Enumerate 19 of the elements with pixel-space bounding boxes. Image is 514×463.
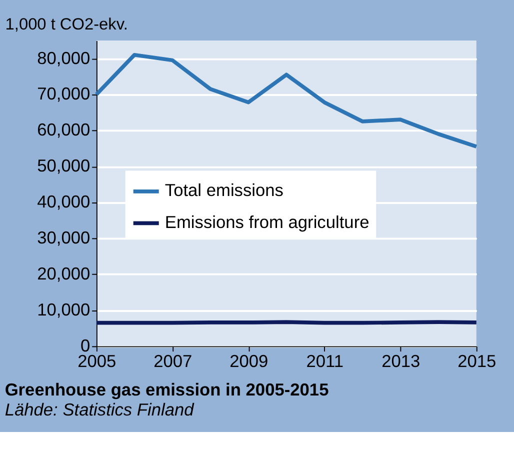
line-series: [94, 52, 478, 149]
y-tick-label: 20,000: [37, 264, 90, 284]
x-tick-label: 2015: [458, 350, 496, 371]
y-tick-label: 50,000: [37, 156, 90, 176]
x-tick-label: 2007: [154, 350, 192, 371]
x-tick-label: 2009: [230, 350, 268, 371]
y-tick-label: 80,000: [37, 48, 90, 68]
legend-label: Emissions from agriculture: [164, 212, 370, 232]
y-tick-label: 60,000: [37, 120, 90, 140]
text: Greenhouse gas emission in 2005-2015: [4, 379, 330, 400]
y-axis-title: 1,000 t CO2-ekv.: [5, 15, 128, 34]
x-tick-label: 2013: [382, 350, 420, 371]
y-tick-label: 30,000: [37, 228, 90, 248]
y-tick-label: 10,000: [37, 300, 90, 320]
text: Lähde: Statistics Finland: [4, 400, 196, 420]
x-tick-label: 2011: [306, 350, 344, 371]
y-tick-label: 40,000: [37, 192, 90, 212]
legend-label: Total emissions: [164, 180, 284, 200]
y-tick-label: 70,000: [37, 84, 90, 104]
